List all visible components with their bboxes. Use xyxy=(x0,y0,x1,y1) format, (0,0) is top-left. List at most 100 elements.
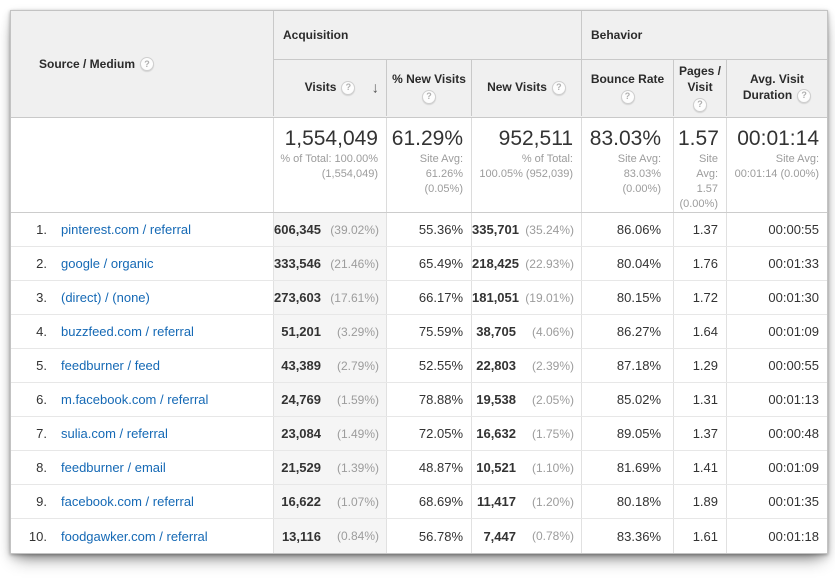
visits-cell: 43,389 (2.79%) xyxy=(273,349,386,382)
avg-duration-cell: 00:00:55 xyxy=(726,213,827,246)
help-icon[interactable]: ? xyxy=(422,90,436,105)
pages-visit-cell: 1.37 xyxy=(673,213,726,246)
pages-visit-value: 1.72 xyxy=(692,290,718,305)
visits-percent: (1.49%) xyxy=(336,426,379,441)
bounce-rate-value: 87.18% xyxy=(616,358,661,373)
group-header-behavior: Behavior xyxy=(581,11,827,59)
pages-visit-cell: 1.64 xyxy=(673,315,726,348)
sort-descending-icon[interactable]: ↓ xyxy=(371,79,380,97)
source-medium-cell: 9. facebook.com / referral xyxy=(11,485,273,518)
new-visits-value: 22,803 xyxy=(476,358,516,373)
source-medium-link[interactable]: buzzfeed.com / referral xyxy=(61,324,194,339)
column-header-new-visits-pct[interactable]: % New Visits ? xyxy=(386,60,471,116)
avg-duration-cell: 00:01:30 xyxy=(726,281,827,314)
avg-duration-cell: 00:01:09 xyxy=(726,315,827,348)
new-visits-pct-cell: 66.17% xyxy=(386,281,471,314)
source-medium-cell: 6. m.facebook.com / referral xyxy=(11,383,273,416)
source-medium-link[interactable]: sulia.com / referral xyxy=(61,426,168,441)
row-rank: 8. xyxy=(36,460,47,475)
source-medium-link[interactable]: foodgawker.com / referral xyxy=(61,528,208,544)
help-icon[interactable]: ? xyxy=(693,98,707,113)
source-medium-link[interactable]: pinterest.com / referral xyxy=(61,222,192,237)
new-visits-pct-value: 75.59% xyxy=(418,324,463,339)
pages-visit-cell: 1.61 xyxy=(673,519,726,553)
new-visits-percent: (2.05%) xyxy=(531,392,574,407)
row-rank: 2. xyxy=(36,256,47,271)
avg-duration-cell: 00:01:13 xyxy=(726,383,827,416)
source-medium-link[interactable]: (direct) / (none) xyxy=(61,290,150,305)
column-header-pages-visit[interactable]: Pages / Visit ? xyxy=(673,60,726,116)
source-medium-link[interactable]: google / organic xyxy=(61,256,154,271)
source-medium-cell: 1. pinterest.com / referral xyxy=(11,213,273,246)
pages-visit-value: 1.31 xyxy=(692,392,718,407)
visits-cell: 21,529 (1.39%) xyxy=(273,451,386,484)
new-visits-percent: (19.01%) xyxy=(525,290,574,305)
bounce-rate-value: 86.27% xyxy=(616,324,661,339)
avg-duration-value: 00:00:48 xyxy=(768,426,819,441)
new-visits-cell: 22,803 (2.39%) xyxy=(471,349,581,382)
visits-value: 24,769 xyxy=(281,392,321,407)
bounce-rate-value: 89.05% xyxy=(616,426,661,441)
new-visits-cell: 38,705 (4.06%) xyxy=(471,315,581,348)
new-visits-percent: (0.78%) xyxy=(531,529,574,543)
pages-visit-cell: 1.89 xyxy=(673,485,726,518)
table-row: 4. buzzfeed.com / referral 51,201 (3.29%… xyxy=(11,315,827,349)
help-icon[interactable]: ? xyxy=(797,88,812,103)
avg-duration-label: Avg. Visit Duration? xyxy=(735,72,819,103)
table-row: 2. google / organic 333,546 (21.46%) 65.… xyxy=(11,247,827,281)
visits-value: 606,345 xyxy=(274,222,321,237)
totals-new-visits-sub: % of Total: 100.05% (952,039) xyxy=(479,153,573,180)
new-visits-pct-value: 66.17% xyxy=(418,290,463,305)
row-rank: 4. xyxy=(36,324,47,339)
visits-cell: 16,622 (1.07%) xyxy=(273,485,386,518)
visits-value: 333,546 xyxy=(274,256,321,271)
row-rank: 9. xyxy=(36,494,47,509)
table-row: 6. m.facebook.com / referral 24,769 (1.5… xyxy=(11,383,827,417)
metric-headers: Acquisition Behavior Visits ? ↓ % New Vi… xyxy=(273,11,827,117)
source-medium-link[interactable]: feedburner / email xyxy=(61,460,166,475)
visits-cell: 51,201 (3.29%) xyxy=(273,315,386,348)
new-visits-pct-cell: 72.05% xyxy=(386,417,471,450)
source-medium-link[interactable]: facebook.com / referral xyxy=(61,494,194,509)
source-medium-link[interactable]: feedburner / feed xyxy=(61,358,161,373)
column-header-visits[interactable]: Visits ? ↓ xyxy=(273,60,386,116)
source-medium-cell: 4. buzzfeed.com / referral xyxy=(11,315,273,348)
column-header-source-medium[interactable]: Source / Medium ? xyxy=(11,11,273,117)
help-icon[interactable]: ? xyxy=(341,81,356,95)
bounce-rate-cell: 86.27% xyxy=(581,315,673,348)
totals-visits-sub: % of Total: 100.00% (1,554,049) xyxy=(280,153,378,180)
visits-cell: 13,116 (0.84%) xyxy=(273,519,386,553)
column-header-bounce-rate[interactable]: Bounce Rate ? xyxy=(581,60,673,116)
row-rank: 6. xyxy=(36,392,47,407)
bounce-rate-value: 85.02% xyxy=(616,392,661,407)
avg-duration-value: 00:00:55 xyxy=(768,222,819,237)
source-medium-link[interactable]: m.facebook.com / referral xyxy=(61,392,209,407)
column-header-new-visits[interactable]: New Visits ? xyxy=(471,60,581,116)
new-visits-cell: 19,538 (2.05%) xyxy=(471,383,581,416)
totals-avg-duration-sub: Site Avg: 00:01:14 (0.00%) xyxy=(734,153,819,180)
pages-visit-value: 1.37 xyxy=(692,222,718,237)
visits-percent: (3.29%) xyxy=(336,324,379,339)
bounce-rate-cell: 80.18% xyxy=(581,485,673,518)
new-visits-value: 16,632 xyxy=(476,426,516,441)
bounce-rate-value: 80.18% xyxy=(616,494,661,509)
row-rank: 5. xyxy=(36,358,47,373)
bounce-rate-value: 80.04% xyxy=(616,256,661,271)
totals-new-visits-value: 952,511 xyxy=(498,127,573,150)
table-row: 1. pinterest.com / referral 606,345 (39.… xyxy=(11,213,827,247)
help-icon[interactable]: ? xyxy=(551,81,566,95)
column-header-avg-duration[interactable]: Avg. Visit Duration? xyxy=(726,60,827,116)
table-row: 3. (direct) / (none) 273,603 (17.61%) 66… xyxy=(11,281,827,315)
avg-duration-value: 00:00:55 xyxy=(768,358,819,373)
help-icon[interactable]: ? xyxy=(620,90,635,105)
new-visits-pct-cell: 75.59% xyxy=(386,315,471,348)
new-visits-pct-cell: 52.55% xyxy=(386,349,471,382)
visits-cell: 333,546 (21.46%) xyxy=(273,247,386,280)
visits-percent: (21.46%) xyxy=(330,256,379,271)
bounce-rate-value: 80.15% xyxy=(616,290,661,305)
avg-duration-cell: 00:01:35 xyxy=(726,485,827,518)
visits-percent: (2.79%) xyxy=(336,358,379,373)
pages-visit-value: 1.29 xyxy=(692,358,718,373)
help-icon[interactable]: ? xyxy=(140,57,155,71)
visits-percent: (17.61%) xyxy=(330,290,379,305)
